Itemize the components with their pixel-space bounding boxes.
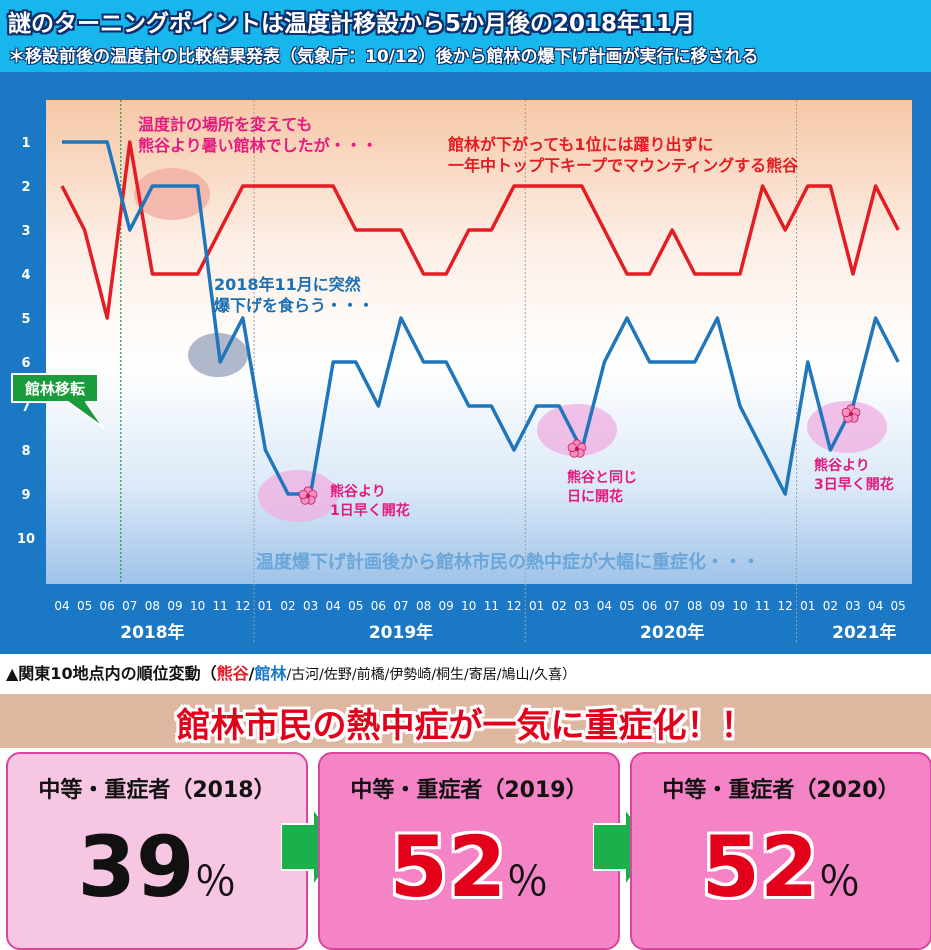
x-tick-label: 04	[868, 599, 883, 613]
x-tick-label: 11	[755, 599, 770, 613]
stat-card-value: 52％	[320, 818, 618, 916]
x-tick-label: 12	[778, 599, 793, 613]
x-tick-label: 06	[371, 599, 386, 613]
x-tick-label: 05	[348, 599, 363, 613]
caption-tatebayashi: 館林	[254, 664, 287, 683]
stat-card-label: 中等・重症者（2020）	[662, 778, 900, 803]
x-tick-label: 03	[845, 599, 860, 613]
caption-kumagaya: 熊谷	[216, 664, 249, 683]
year-label: 2019年	[369, 622, 433, 643]
year-label: 2018年	[120, 622, 184, 643]
annotation-bloom-2021: 熊谷より 3日早く開花	[814, 457, 894, 493]
x-tick-label: 04	[54, 599, 69, 613]
banner-text: 館林市民の熱中症が一気に重症化！！	[176, 706, 755, 746]
x-tick-label: 07	[393, 599, 408, 613]
x-tick-label: 02	[280, 599, 295, 613]
chart-panel: 1 2 3 4 5 6 7 8 9 10 04 05 06 07 08 09 10 11 12 01 02 03 04 05…	[0, 72, 931, 654]
x-tick-label: 04	[597, 599, 612, 613]
x-tick-label: 04	[326, 599, 341, 613]
stat-number: 39	[77, 818, 195, 916]
x-tick-label: 06	[642, 599, 657, 613]
percent-sign: ％	[818, 857, 861, 906]
x-tick-label: 12	[235, 599, 250, 613]
chart-caption: ▲関東10地点内の順位変動（熊谷/館林/古河/佐野/前橋/伊勢崎/桐生/寄居/鳩…	[6, 660, 576, 684]
caption-sep: /	[248, 664, 255, 683]
x-tick-label: 06	[100, 599, 115, 613]
stat-card-value: 52％	[632, 818, 930, 916]
cherry-blossom-icon	[841, 404, 861, 423]
y-tick-label: 9	[21, 488, 30, 503]
y-tick-label: 10	[17, 532, 35, 547]
annotation-bloom-2020: 熊谷と同じ日に開花	[567, 469, 637, 505]
stat-number: 52	[389, 818, 507, 916]
y-tick-label: 6	[21, 356, 30, 371]
percent-sign: ％	[194, 857, 237, 906]
x-tick-label: 07	[665, 599, 680, 613]
series-line-熊谷	[60, 140, 900, 320]
caption-prefix: ▲関東10地点内の順位変動（	[6, 664, 217, 683]
relocation-label: 館林移転	[24, 380, 85, 398]
y-tick-label: 3	[21, 224, 30, 239]
x-tick-label: 03	[574, 599, 589, 613]
x-tick-label: 01	[258, 599, 273, 613]
x-tick-label: 01	[529, 599, 544, 613]
stat-card-label: 中等・重症者（2018）	[38, 778, 276, 803]
x-tick-label: 02	[823, 599, 838, 613]
highlight-ellipse	[537, 404, 617, 456]
x-tick-label: 09	[710, 599, 725, 613]
x-tick-label: 10	[461, 599, 476, 613]
stat-card-2020: 中等・重症者（2020） 52％	[630, 752, 931, 950]
y-tick-label: 1	[21, 136, 30, 151]
x-tick-label: 09	[167, 599, 182, 613]
x-tick-label: 02	[552, 599, 567, 613]
x-tick-label: 10	[732, 599, 747, 613]
y-tick-label: 4	[21, 268, 30, 283]
y-tick-label: 2	[21, 180, 30, 195]
cherry-blossom-icon	[567, 439, 587, 458]
stat-card-label: 中等・重症者（2019）	[350, 778, 588, 803]
x-tick-label: 01	[800, 599, 815, 613]
x-tick-label: 10	[190, 599, 205, 613]
annotation-drop: 2018年11月に突然爆下げを食らう・・・	[214, 275, 374, 315]
year-label: 2020年	[640, 622, 704, 643]
y-tick-label: 5	[21, 312, 30, 327]
x-tick-label: 08	[416, 599, 431, 613]
x-tick-label: 11	[213, 599, 228, 613]
y-tick-label: 8	[21, 444, 30, 459]
x-tick-label: 08	[145, 599, 160, 613]
percent-sign: ％	[506, 857, 549, 906]
annotation-top-left: 温度計の場所を変えても熊谷より暑い館林でしたが・・・	[137, 115, 378, 155]
annotation-top-right: 館林が下がっても1位には躍り出ずに一年中トップ下キープでマウンティングする熊谷	[448, 135, 799, 175]
x-tick-label: 03	[303, 599, 318, 613]
cherry-blossom-icon	[298, 486, 318, 505]
x-tick-label: 09	[439, 599, 454, 613]
annotation-bloom-2019: 熊谷より 1日早く開花	[330, 483, 410, 519]
caption-rest: /古河/佐野/前橋/伊勢崎/桐生/寄居/鳩山/久喜）	[286, 667, 577, 683]
highlight-ellipse	[258, 470, 338, 522]
highlight-ellipse	[134, 168, 210, 220]
page-subtitle: ＊移設前後の温度計の比較結果発表（気象庁：10/12）後から館林の爆下げ計画が実…	[8, 47, 759, 67]
x-tick-label: 07	[122, 599, 137, 613]
x-tick-label: 11	[484, 599, 499, 613]
x-tick-label: 12	[506, 599, 521, 613]
annotation-bottom: 温度爆下げ計画後から館林市民の熱中症が大幅に重症化・・・	[256, 551, 760, 573]
relocation-callout	[11, 373, 105, 429]
stat-card-2019: 中等・重症者（2019） 52％	[318, 752, 620, 950]
year-label: 2021年	[832, 622, 896, 643]
page-title: 謎のターニングポイントは温度計移設から5か月後の2018年11月	[8, 11, 696, 37]
stat-number: 52	[701, 818, 819, 916]
y-tick-label: 7	[21, 400, 30, 415]
x-tick-label: 05	[619, 599, 634, 613]
stat-card-2018: 中等・重症者（2018） 39％	[6, 752, 308, 950]
x-tick-label: 05	[77, 599, 92, 613]
header: 謎のターニングポイントは温度計移設から5か月後の2018年11月 ＊移設前後の温…	[0, 0, 931, 72]
banner: 館林市民の熱中症が一気に重症化！！	[0, 694, 931, 748]
series-line-館林	[62, 140, 900, 496]
x-tick-label: 08	[687, 599, 702, 613]
stat-card-value: 39％	[8, 818, 306, 916]
x-tick-label: 05	[891, 599, 906, 613]
